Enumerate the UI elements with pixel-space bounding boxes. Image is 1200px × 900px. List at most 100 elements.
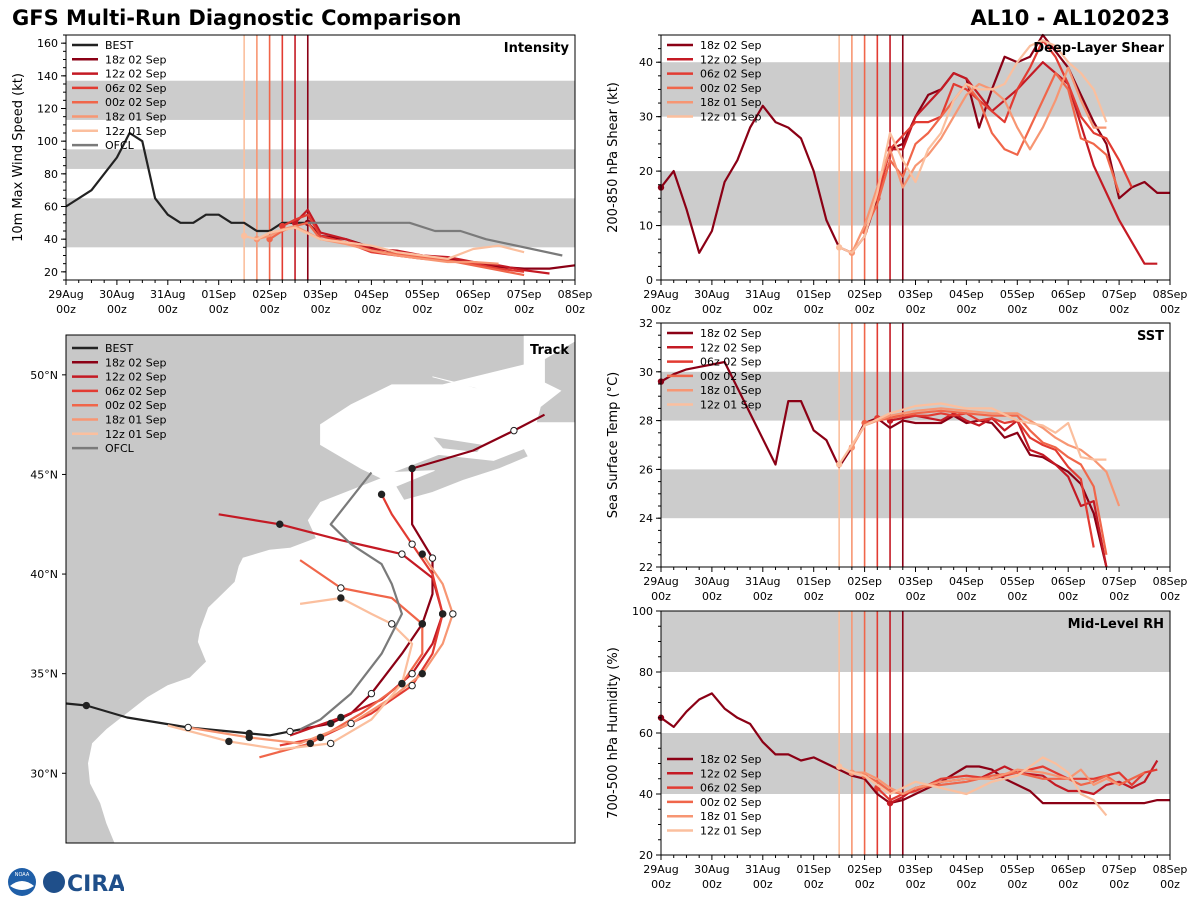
rh-series-start-dot <box>835 763 843 770</box>
rh-series-line <box>851 768 1120 796</box>
intensity-xtick-label: 29Aug <box>48 288 83 301</box>
sst-xtick-label: 03Sep <box>898 575 933 588</box>
sst-xtick-sublabel: 00z <box>855 590 875 603</box>
intensity-ytick-label: 20 <box>44 266 58 279</box>
shear-xtick-label: 07Sep <box>1102 288 1137 301</box>
sst-xtick-label: 06Sep <box>1051 575 1086 588</box>
track-position-marker <box>408 464 416 473</box>
sst-xtick-label: 30Aug <box>694 575 729 588</box>
track-lat-label: 40°N <box>30 568 58 581</box>
rh-xtick-sublabel: 00z <box>1109 878 1129 891</box>
intensity-xtick-sublabel: 00z <box>107 303 127 316</box>
track-position-marker <box>398 679 406 688</box>
intensity-xtick-sublabel: 00z <box>260 303 280 316</box>
rh-legend-label: 18z 02 Sep <box>700 753 762 766</box>
rh-xtick-sublabel: 00z <box>1007 878 1027 891</box>
sst-series-line <box>864 409 1108 556</box>
intensity-legend-label: 18z 02 Sep <box>105 53 167 66</box>
shear-xtick-label: 30Aug <box>694 288 729 301</box>
rh-xtick-sublabel: 00z <box>804 878 824 891</box>
shear-xtick-sublabel: 00z <box>702 303 722 316</box>
intensity-xtick-sublabel: 00z <box>56 303 76 316</box>
track-lat-label: 50°N <box>30 369 58 382</box>
intensity-xtick-sublabel: 00z <box>158 303 178 316</box>
rh-legend-label: 06z 02 Sep <box>700 782 762 795</box>
intensity-xtick-label: 31Aug <box>150 288 185 301</box>
intensity-xtick-label: 02Sep <box>252 288 287 301</box>
shear-legend-label: 06z 02 Sep <box>700 68 762 81</box>
shear-xtick-sublabel: 00z <box>1058 303 1078 316</box>
intensity-xtick-label: 06Sep <box>456 288 491 301</box>
sst-xtick-label: 05Sep <box>1000 575 1035 588</box>
rh-xtick-sublabel: 00z <box>753 878 773 891</box>
shear-xtick-sublabel: 00z <box>1109 303 1129 316</box>
rh-legend-label: 18z 01 Sep <box>700 810 762 823</box>
sst-xtick-sublabel: 00z <box>1007 590 1027 603</box>
intensity-xtick-sublabel: 00z <box>463 303 483 316</box>
track-title: Track <box>530 343 569 358</box>
intensity-legend-label: 00z 02 Sep <box>105 96 167 109</box>
track-position-marker <box>438 610 447 618</box>
track-position-marker <box>510 426 518 435</box>
track-lat-label: 35°N <box>30 668 58 681</box>
track-position-marker <box>347 719 355 728</box>
rh-xtick-label: 05Sep <box>1000 863 1035 876</box>
intensity-xtick-label: 08Sep <box>558 288 593 301</box>
shear-series-line <box>876 39 1133 199</box>
sst-series-line <box>660 360 1108 568</box>
intensity-ytick-label: 140 <box>37 70 58 83</box>
shear-legend-label: 18z 01 Sep <box>700 96 762 109</box>
intensity-xtick-sublabel: 00z <box>412 303 432 316</box>
shear-xtick-label: 05Sep <box>1000 288 1035 301</box>
sst-legend-label: 12z 02 Sep <box>700 341 762 354</box>
land-shape <box>431 436 485 453</box>
shear-legend-label: 00z 02 Sep <box>700 82 762 95</box>
page-title: GFS Multi-Run Diagnostic Comparison <box>12 6 462 30</box>
intensity-title: Intensity <box>504 41 570 56</box>
rh-xtick-label: 04Sep <box>949 863 984 876</box>
sst-legend-label: 12z 01 Sep <box>700 399 762 412</box>
sst-xtick-label: 07Sep <box>1102 575 1137 588</box>
rh-ytick-label: 20 <box>639 849 653 862</box>
sst-xtick-sublabel: 00z <box>1058 590 1078 603</box>
sst-ytick-label: 26 <box>639 463 653 476</box>
shear-xtick-label: 29Aug <box>643 288 678 301</box>
shear-ytick-label: 10 <box>639 220 653 233</box>
rh-ytick-label: 80 <box>639 666 653 679</box>
rh-ytick-label: 60 <box>639 727 653 740</box>
track-position-marker <box>286 727 294 736</box>
intensity-legend-label: 12z 02 Sep <box>105 68 167 81</box>
shear-xtick-label: 08Sep <box>1153 288 1188 301</box>
intensity-ytick-label: 80 <box>44 168 58 181</box>
intensity-legend-label: 18z 01 Sep <box>105 111 167 124</box>
shear-xtick-sublabel: 00z <box>957 303 977 316</box>
sst-ytick-label: 28 <box>639 415 653 428</box>
sst-series-line <box>889 412 1108 568</box>
track-position-marker <box>82 701 91 710</box>
intensity-xtick-label: 05Sep <box>405 288 440 301</box>
shear-ytick-label: 30 <box>639 111 653 124</box>
sst-xtick-label: 08Sep <box>1153 575 1188 588</box>
rh-legend-label: 12z 02 Sep <box>700 767 762 780</box>
track-position-marker <box>388 620 396 628</box>
land-shape <box>535 340 575 424</box>
rh-xtick-sublabel: 00z <box>1160 878 1180 891</box>
sst-legend-label: 00z 02 Sep <box>700 370 762 383</box>
intensity-legend-label: OFCL <box>105 139 135 152</box>
intensity-ytick-label: 40 <box>44 233 58 246</box>
intensity-xtick-sublabel: 00z <box>311 303 331 316</box>
shear-series-start-dot <box>835 244 843 251</box>
track-position-marker <box>408 669 416 678</box>
land-shape <box>391 448 529 501</box>
sst-xtick-sublabel: 00z <box>804 590 824 603</box>
sst-xtick-sublabel: 00z <box>1109 590 1129 603</box>
rh-xtick-label: 31Aug <box>745 863 780 876</box>
sst-ylabel: Sea Surface Temp (°C) <box>606 372 621 519</box>
rh-xtick-label: 29Aug <box>643 863 678 876</box>
sst-series-line <box>877 412 1095 548</box>
track-position-marker <box>398 550 406 558</box>
shear-title: Deep-Layer Shear <box>1033 41 1164 56</box>
track-position-marker <box>316 733 325 742</box>
